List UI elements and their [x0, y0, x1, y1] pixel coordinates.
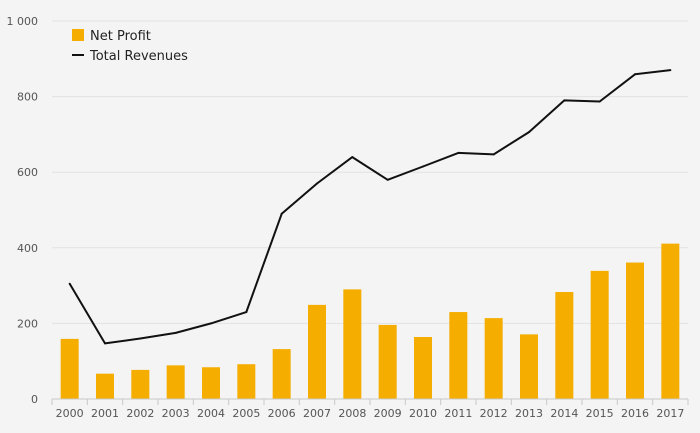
legend-swatch-net-profit [72, 29, 84, 41]
bar-net-profit [449, 312, 468, 399]
line-total-revenues [68, 69, 671, 345]
gridlines [52, 20, 688, 324]
point-total-revenues [68, 282, 71, 285]
x-tick-label: 2009 [374, 407, 402, 420]
x-tick-label: 2005 [232, 407, 260, 420]
x-tick-label: 2007 [303, 407, 331, 420]
point-total-revenues [245, 311, 248, 314]
y-tick-label: 800 [17, 91, 38, 104]
point-total-revenues [598, 100, 601, 103]
bar-net-profit [308, 304, 326, 399]
bar-net-profit [484, 318, 503, 399]
bar-net-profit [272, 349, 291, 399]
bar-net-profit [661, 243, 680, 399]
x-tick-label: 2014 [550, 407, 578, 420]
bar-net-profit [414, 337, 432, 399]
x-tick-label: 2004 [197, 407, 225, 420]
bar-net-profit [237, 364, 256, 399]
point-total-revenues [386, 178, 389, 181]
point-total-revenues [351, 156, 354, 159]
x-tick-label: 2015 [586, 407, 614, 420]
y-tick-label: 0 [31, 393, 38, 406]
x-tick-label: 2001 [91, 407, 119, 420]
point-total-revenues [457, 151, 460, 154]
bar-net-profit [378, 324, 397, 399]
total-revenues-line [68, 69, 672, 345]
x-tick-label: 2000 [56, 407, 84, 420]
bar-net-profit [343, 289, 362, 399]
x-tick-label: 2010 [409, 407, 437, 420]
y-tick-label: 400 [17, 242, 38, 255]
x-tick-label: 2006 [268, 407, 296, 420]
bar-net-profit [590, 270, 609, 399]
point-total-revenues [563, 99, 566, 102]
bar-net-profit [96, 373, 114, 399]
bar-net-profit [520, 334, 538, 399]
x-tick-label: 2011 [444, 407, 472, 420]
bar-net-profit [555, 292, 574, 399]
bar-net-profit [131, 369, 150, 399]
net-profit-bars [60, 243, 680, 399]
bar-net-profit [626, 262, 644, 399]
point-total-revenues [528, 131, 530, 134]
point-total-revenues [634, 73, 636, 76]
x-tick-label: 2008 [338, 407, 366, 420]
x-tick-label: 2003 [162, 407, 190, 420]
point-total-revenues [210, 322, 212, 325]
point-total-revenues [492, 153, 495, 156]
point-total-revenues [104, 342, 106, 345]
point-total-revenues [280, 212, 283, 215]
bar-net-profit [202, 367, 220, 399]
x-axis: 2000 2001 2002 2003 2004 2005 2006 2007 2008 2009… [51, 398, 689, 420]
x-tick-label: 2016 [621, 407, 649, 420]
legend-label-net-profit: Net Profit [90, 29, 151, 44]
y-axis-ticks: 0 200 400 600 800 1 000 [7, 15, 39, 406]
y-tick-label: 600 [17, 166, 38, 179]
x-tick-label: 2012 [480, 407, 508, 420]
bar-net-profit [60, 338, 79, 399]
x-tick-label: 2013 [515, 407, 543, 420]
y-tick-label: 200 [17, 317, 38, 330]
point-total-revenues [422, 165, 424, 168]
bar-net-profit [166, 365, 185, 399]
point-total-revenues [139, 337, 142, 340]
point-total-revenues [669, 69, 672, 72]
legend-label-total-revenues: Total Revenues [89, 49, 188, 64]
y-tick-label: 1 000 [7, 15, 39, 28]
legend: Net Profit Total Revenues [72, 29, 188, 64]
x-tick-label: 2002 [126, 407, 154, 420]
x-tick-label: 2017 [656, 407, 684, 420]
point-total-revenues [174, 331, 177, 334]
point-total-revenues [316, 182, 318, 185]
